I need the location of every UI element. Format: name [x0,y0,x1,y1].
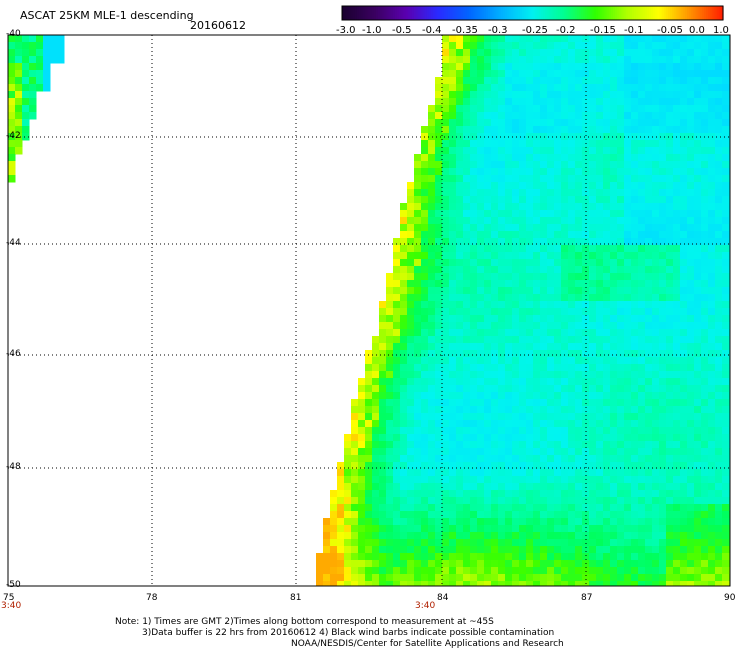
footer-note-line1: Note: 1) Times are GMT 2)Times along bot… [115,617,494,627]
lon-label-78: 78 [146,593,158,603]
swath-data [8,35,730,586]
colorbar-tick-label: 0.0 [689,25,705,36]
lon-label-87: 87 [581,593,593,603]
time-label-left: 3:40 [1,601,22,611]
lat-label-50: -50 [6,580,21,590]
lat-label-46: -46 [6,349,21,359]
colorbar-tick-label: -0.2 [556,25,576,36]
colorbar-tick-label: -0.25 [522,25,548,36]
footer-note-line3: NOAA/NESDIS/Center for Satellite Applica… [291,639,564,649]
lat-label-48: -48 [6,462,21,472]
map-title: ASCAT 25KM MLE-1 descending [20,9,194,22]
colorbar-tick-label: -0.1 [624,25,644,36]
lon-label-75: 75 [3,593,15,603]
colorbar-tick-label: -0.3 [488,25,508,36]
colorbar-tick-label: -0.15 [590,25,616,36]
lat-label-42: -42 [6,131,21,141]
lon-label-81: 81 [290,593,302,603]
colorbar-tick-label: -0.5 [392,25,412,36]
colorbar-tick-label: 1.0 [713,25,729,36]
colorbar-tick-label: -0.35 [452,25,478,36]
colorbar-tick-label: -3.0 [336,25,356,36]
lon-label-84: 84 [437,593,449,603]
colorbar-tick-label: -0.05 [657,25,683,36]
colorbar-tick-label: -0.4 [422,25,442,36]
time-label-center: 3:40 [415,601,436,611]
lon-label-90: 90 [724,593,736,603]
lat-label-40: -40 [6,29,21,39]
colorbar [341,5,724,21]
map-date: 20160612 [190,19,246,32]
footer-note-line2: 3)Data buffer is 22 hrs from 20160612 4)… [142,628,555,638]
lat-label-44: -44 [6,238,21,248]
graticule [8,35,730,586]
colorbar-tick-label: -1.0 [362,25,382,36]
plot-frame [7,34,731,587]
